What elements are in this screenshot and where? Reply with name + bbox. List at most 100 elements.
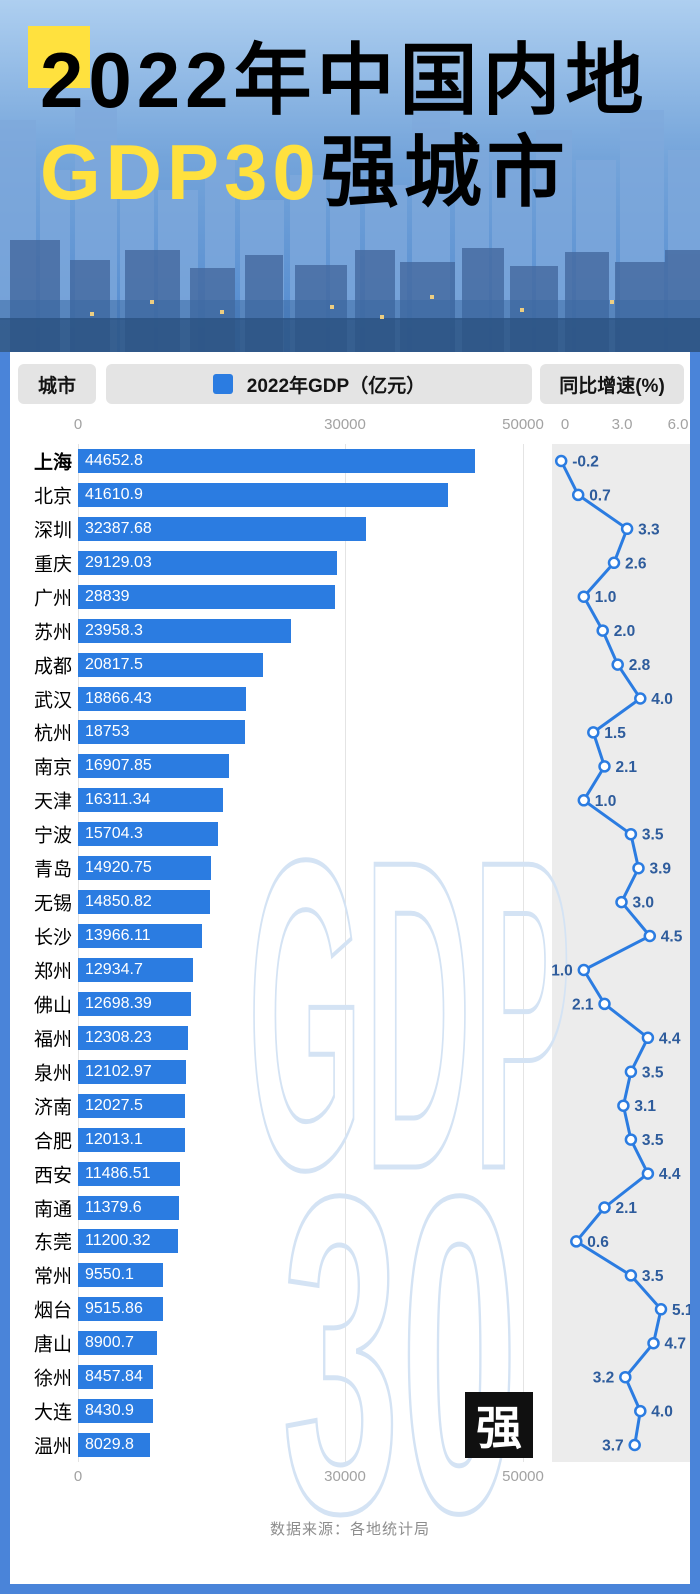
chart-row: 天津 16311.34 [10,783,690,817]
chart-row: 无锡 14850.82 [10,885,690,919]
chart-row: 济南 12027.5 [10,1089,690,1123]
chart-row: 大连 8430.9 [10,1394,690,1428]
city-label: 合肥 [33,1131,72,1153]
chart-row: 成都 20817.5 [10,648,690,682]
city-label: 深圳 [33,520,72,542]
gdp-bar: 12013.1 [78,1127,185,1152]
city-label: 上海 [33,452,72,474]
gdp-value-label: 12013.1 [85,1130,143,1148]
city-label: 天津 [33,791,72,813]
gdp-bar: 16311.34 [78,788,224,813]
gdp-bar: 8029.8 [78,1433,150,1458]
gdp-bar: 12102.97 [78,1059,186,1084]
city-lights [90,295,614,319]
column-header-growth: 同比增速(%) [540,364,684,404]
city-skyline-graphic [0,0,700,352]
gdp-bar: 11379.6 [78,1195,180,1220]
gdp-value-label: 9515.86 [85,1300,143,1318]
chart-row: 东莞 11200.32 [10,1224,690,1258]
chart-row: 深圳 32387.68 [10,512,690,546]
chart-row: 重庆 29129.03 [10,546,690,580]
gdp-value-label: 20817.5 [85,655,143,673]
city-label: 长沙 [33,927,72,949]
city-label: 无锡 [33,893,72,915]
chart-row: 福州 12308.23 [10,1021,690,1055]
gdp-bar: 12698.39 [78,991,191,1016]
growth-tick-6: 6.0 [667,416,689,433]
city-label: 郑州 [33,961,72,983]
chart-row: 佛山 12698.39 [10,987,690,1021]
gdp-tick-0: 0 [73,416,83,433]
gdp-bar: 15704.3 [78,822,218,847]
gdp-value-label: 11486.51 [85,1164,151,1182]
hero-photo: 2022年中国内地 GDP30强城市 [0,0,700,352]
city-label: 杭州 [33,723,72,745]
chart-row: 温州 8029.8 [10,1428,690,1462]
column-header-gdp: 2022年GDP（亿元） [106,364,532,404]
title-accent-square [28,26,90,88]
city-label: 青岛 [33,859,72,881]
gdp-value-label: 14850.82 [85,893,152,911]
gdp-bar: 8430.9 [78,1399,153,1424]
gdp-value-label: 23958.3 [85,621,143,639]
gdp-bar: 13966.11 [78,924,203,949]
gdp-value-label: 14920.75 [85,859,152,877]
gdp-value-label: 18866.43 [85,689,152,707]
gdp-value-label: 8457.84 [85,1368,143,1386]
gridline-0 [78,444,79,1462]
gdp-bar: 11486.51 [78,1161,181,1186]
city-label: 大连 [33,1402,72,1424]
city-label: 东莞 [33,1232,72,1254]
city-label: 福州 [33,1029,72,1051]
watermark-gdp: GDP [247,770,574,1261]
gdp-bar: 44652.8 [78,449,476,473]
chart-row: 南京 16907.85 [10,749,690,783]
city-label: 佛山 [33,995,72,1017]
gdp-value-label: 8029.8 [85,1436,134,1454]
gdp-value-label: 16907.85 [85,757,152,775]
city-label: 重庆 [33,554,72,576]
gdp-bar: 18866.43 [78,686,246,711]
gdp-value-label: 15704.3 [85,825,143,843]
city-label: 宁波 [33,825,72,847]
chart-row: 唐山 8900.7 [10,1326,690,1360]
gdp-bar: 29129.03 [78,550,338,575]
gdp-value-label: 18753 [85,723,130,741]
city-label: 烟台 [33,1300,72,1322]
chart-row: 苏州 23958.3 [10,614,690,648]
gdp-tick-bottom-0: 0 [73,1468,83,1485]
gdp-bar: 32387.68 [78,516,367,541]
gdp-value-label: 9550.1 [85,1266,134,1284]
chart-panel: 城市 2022年GDP（亿元） 同比增速(%) 0 30000 50000 0 … [10,352,690,1584]
chart-row: 北京 41610.9 [10,478,690,512]
city-label: 南京 [33,757,72,779]
city-label: 广州 [33,588,72,610]
city-label: 徐州 [33,1368,72,1390]
city-label: 济南 [33,1097,72,1119]
gdp-value-label: 32387.68 [85,519,152,537]
gdp-value-label: 12102.97 [85,1062,152,1080]
gdp-value-label: 8900.7 [85,1334,134,1352]
gdp-value-label: 8430.9 [85,1402,134,1420]
chart-row: 徐州 8457.84 [10,1360,690,1394]
gridline-30000 [345,444,346,1462]
chart-row: 烟台 9515.86 [10,1292,690,1326]
gdp-tick-50000: 50000 [502,416,544,433]
chart-row: 西安 11486.51 [10,1157,690,1191]
growth-tick-0: 0 [560,416,570,433]
gdp-bar: 20817.5 [78,652,264,677]
chart-row: 长沙 13966.11 [10,919,690,953]
gdp-bar: 11200.32 [78,1229,178,1254]
gdp-bar: 9515.86 [78,1297,163,1322]
gdp-value-label: 11379.6 [85,1198,142,1216]
gdp-value-label: 41610.9 [85,485,143,503]
gdp-value-label: 12698.39 [85,994,152,1012]
city-label: 武汉 [33,690,72,712]
city-label: 温州 [33,1436,72,1458]
chart-row: 广州 28839 [10,580,690,614]
city-label: 西安 [33,1165,72,1187]
city-label: 常州 [33,1266,72,1288]
gdp-value-label: 44652.8 [85,452,143,469]
axis-top: 0 30000 50000 0 3.0 6.0 [10,416,690,434]
